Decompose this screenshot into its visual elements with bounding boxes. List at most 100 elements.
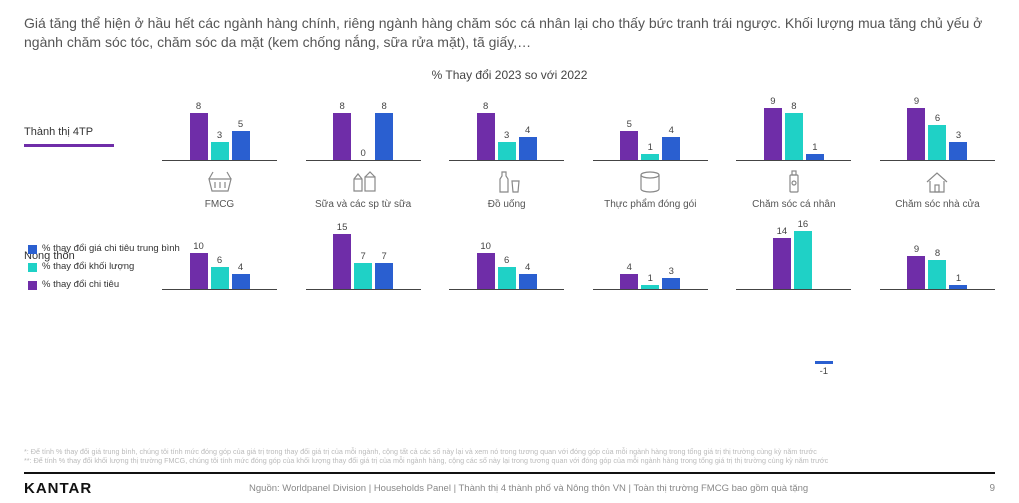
bar-spend: 5: [620, 131, 638, 160]
bar-group: 9 63: [880, 88, 995, 161]
bar-axis: 413: [593, 217, 708, 290]
bar-group: 10 64: [449, 217, 564, 290]
bar-value-label: 3: [498, 130, 516, 140]
bar-group: 835: [162, 88, 277, 161]
bar-value-label: 3: [211, 130, 229, 140]
bar-value-label: 1: [949, 273, 967, 283]
bar-value-label: 8: [477, 101, 495, 111]
bar-value-label: 8: [928, 248, 946, 258]
bar-value-label: -1: [815, 366, 833, 377]
bar-value-label: 1: [641, 142, 659, 152]
bar-volume: 6: [928, 125, 946, 160]
bar-axis: 9 63: [880, 88, 995, 161]
bar-spend: 9: [764, 108, 782, 160]
bar-axis: 1416-1: [736, 217, 851, 290]
category-label: FMCG: [162, 169, 277, 211]
bar-value-label: 4: [519, 262, 537, 272]
legend-item-price: % thay đổi giá chi tiêu trung bình: [28, 240, 180, 258]
bar-axis: 808: [306, 88, 421, 161]
category-label: Sữa và các sp từ sữa: [306, 169, 421, 211]
bar-axis: 10 64: [449, 217, 564, 290]
bar-group: 981: [880, 217, 995, 290]
bar-value-label: 14: [773, 226, 791, 236]
bar-groups-rural: 1064157710644131416-1981: [134, 217, 995, 290]
bar-value-label: 1: [806, 142, 824, 152]
bar-price: 4: [519, 274, 537, 289]
bar-value-label: 3: [949, 130, 967, 140]
bar-axis: 514: [593, 88, 708, 161]
bar-spend: 14: [773, 238, 791, 289]
bar-axis: 834: [449, 88, 564, 161]
bar-volume: 3: [498, 142, 516, 159]
bar-value-label: 1: [641, 273, 659, 283]
bar-price: 8: [375, 113, 393, 159]
bar-value-label: 3: [662, 266, 680, 276]
bar-spend: 10: [190, 253, 208, 289]
chart-subtitle: % Thay đổi 2023 so với 2022: [24, 68, 995, 82]
bar-spend: 9: [907, 256, 925, 289]
bar-value-label: 10: [190, 241, 208, 251]
footnote-2: **: Để tính % thay đổi khối lượng thị tr…: [24, 456, 995, 466]
bar-axis: 981: [736, 88, 851, 161]
bar-volume: 1: [641, 154, 659, 160]
bar-spend: 8: [190, 113, 208, 159]
bar-value-label: 4: [620, 262, 638, 272]
row-label-urban-text: Thành thị 4TP: [24, 126, 93, 138]
bar-value-label: 9: [907, 96, 925, 106]
source-text: Nguồn: Worldpanel Division | Households …: [92, 483, 965, 494]
bar-value-label: 6: [211, 255, 229, 265]
bar-spend: 15: [333, 234, 351, 288]
bar-axis: 1577: [306, 217, 421, 290]
bar-group: 834: [449, 88, 564, 161]
headline-text: Giá tăng thể hiện ở hầu hết các ngành hà…: [24, 14, 984, 52]
category-label: Thực phẩm đóng gói: [593, 169, 708, 211]
bar-value-label: 4: [662, 125, 680, 135]
bar-value-label: 5: [232, 119, 250, 129]
bar-price: 3: [662, 278, 680, 289]
legend-swatch-price: [28, 245, 37, 254]
bar-value-label: 15: [333, 222, 351, 232]
bar-value-label: 8: [190, 101, 208, 111]
bar-price: 5: [232, 131, 250, 160]
legend-label-price: % thay đổi giá chi tiêu trung bình: [42, 240, 180, 258]
legend: % thay đổi giá chi tiêu trung bình % tha…: [28, 240, 180, 294]
bar-value-label: 7: [375, 251, 393, 261]
bar-group: 981: [736, 88, 851, 161]
bar-price: 1: [806, 154, 824, 160]
bar-group: 1416-1: [736, 217, 851, 290]
bar-volume: 6: [498, 267, 516, 289]
legend-item-spend: % thay đổi chi tiêu: [28, 276, 180, 294]
bar-value-label: 8: [333, 101, 351, 111]
bar-groups-urban: 835808834514981963: [134, 88, 995, 161]
bar-value-label: 5: [620, 119, 638, 129]
bar-value-label: 8: [375, 101, 393, 111]
bar-axis: 835: [162, 88, 277, 161]
row-label-urban: Thành thị 4TP: [24, 126, 134, 161]
footnotes: *: Để tính % thay đổi giá trung bình, ch…: [24, 447, 995, 466]
bar-spend: 4: [620, 274, 638, 289]
chart-row-urban: Thành thị 4TP 835808834514981963: [24, 88, 995, 161]
legend-swatch-spend: [28, 281, 37, 290]
footnote-1: *: Để tính % thay đổi giá trung bình, ch…: [24, 447, 995, 457]
bar-volume: 3: [211, 142, 229, 159]
bar-value-label: 9: [764, 96, 782, 106]
bar-group: 808: [306, 88, 421, 161]
bar-group: 514: [593, 88, 708, 161]
brand-logo: KANTAR: [24, 480, 92, 497]
bar-value-label: 10: [477, 241, 495, 251]
bar-price: 4: [662, 137, 680, 160]
legend-label-spend: % thay đổi chi tiêu: [42, 276, 119, 294]
page-number: 9: [965, 483, 995, 494]
legend-swatch-volume: [28, 263, 37, 272]
legend-item-volume: % thay đổi khối lượng: [28, 258, 180, 276]
bar-volume: 8: [785, 113, 803, 159]
bar-group: 413: [593, 217, 708, 290]
bar-value-label: 16: [794, 219, 812, 229]
bar-spend: 8: [333, 113, 351, 159]
bar-volume: 7: [354, 263, 372, 288]
bar-price: 4: [232, 274, 250, 289]
bar-value-label: 7: [354, 251, 372, 261]
row-accent-underline: [24, 144, 114, 147]
bar-volume: 8: [928, 260, 946, 289]
footer: *: Để tính % thay đổi giá trung bình, ch…: [24, 447, 995, 497]
